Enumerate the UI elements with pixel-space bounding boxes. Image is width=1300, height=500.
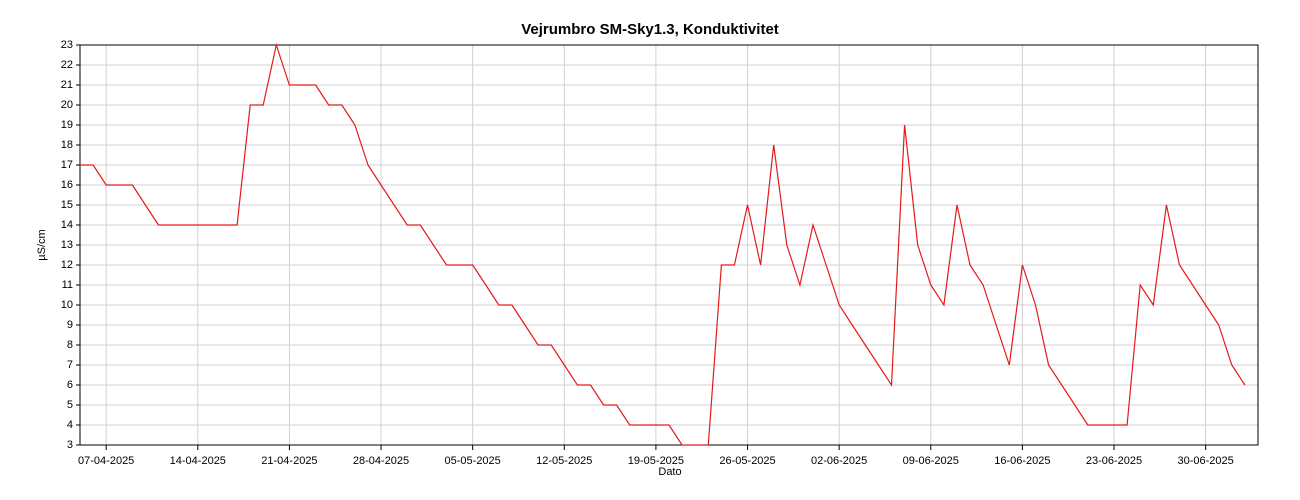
y-tick-label: 16 [61,179,73,191]
y-tick-label: 9 [67,319,73,331]
x-tick-label: 02-06-2025 [811,455,867,467]
x-tick-label: 28-04-2025 [353,455,409,467]
y-tick-label: 20 [61,99,73,111]
x-tick-label: 21-04-2025 [261,455,317,467]
x-tick-label: 09-06-2025 [903,455,959,467]
x-tick-label: 12-05-2025 [536,455,592,467]
y-tick-label: 23 [61,39,73,51]
y-tick-label: 13 [61,239,73,251]
chart-title: Vejrumbro SM-Sky1.3, Konduktivitet [521,21,779,38]
y-tick-label: 19 [61,119,73,131]
data-line [80,42,1246,446]
x-tick-label: 23-06-2025 [1086,455,1142,467]
y-tick-label: 6 [67,379,73,391]
x-tick-label: 14-04-2025 [170,455,226,467]
x-tick-label: 26-05-2025 [719,455,775,467]
y-tick-label: 4 [67,419,73,431]
y-tick-label: 12 [61,259,73,271]
y-tick-label: 11 [62,279,73,291]
y-tick-label: 7 [67,359,73,371]
y-tick-label: 10 [61,299,73,311]
x-tick-label: 07-04-2025 [78,455,134,467]
plot-frame [79,44,1259,446]
x-tick-label: 30-06-2025 [1178,455,1234,467]
y-tick-label: 5 [67,399,73,411]
x-tick-label: 16-06-2025 [994,455,1050,467]
y-tick-label: 17 [61,159,73,171]
x-tick-label: 05-05-2025 [445,455,501,467]
y-tick-label: 3 [67,439,73,451]
y-tick-label: 18 [61,139,73,151]
y-tick-label: 8 [67,339,73,351]
x-tick-label: 19-05-2025 [628,455,684,467]
x-axis-label: Dato [658,466,681,478]
y-tick-label: 14 [61,219,73,231]
y-axis-label: µS/cm [36,229,48,260]
y-tick-label: 15 [61,199,73,211]
y-tick-label: 22 [61,59,73,71]
y-tick-label: 21 [61,79,73,91]
